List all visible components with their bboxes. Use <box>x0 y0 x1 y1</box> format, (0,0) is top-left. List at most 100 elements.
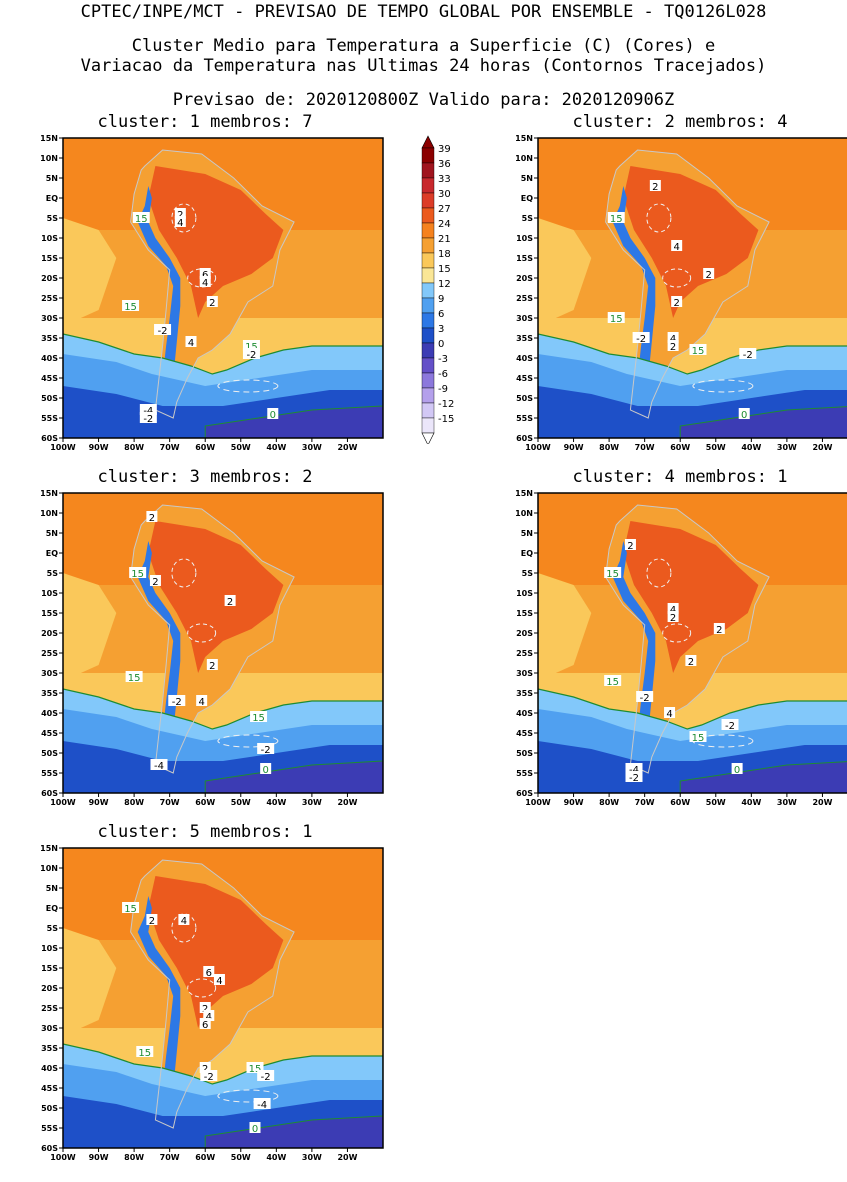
colorbar-label: 0 <box>438 339 444 350</box>
lon-tick-label: 60W <box>670 798 690 807</box>
lon-tick-label: 50W <box>706 798 726 807</box>
contour-label: -2 <box>640 693 650 704</box>
lon-tick-label: 100W <box>525 798 551 807</box>
lat-tick-label: 10S <box>516 589 533 598</box>
subtitle-line-1: Cluster Medio para Temperatura a Superfi… <box>131 36 716 56</box>
contour-label: 2 <box>202 1064 208 1075</box>
contour-label: 15 <box>249 1064 262 1075</box>
lon-tick-label: 40W <box>741 443 761 452</box>
lat-tick-label: 60S <box>41 1144 58 1153</box>
lon-tick-label: 30W <box>302 443 322 452</box>
contour-label: 2 <box>627 541 633 552</box>
contour-label: 15 <box>124 904 137 915</box>
lat-tick-label: 25S <box>41 294 58 303</box>
colorbar-swatch <box>421 252 435 269</box>
contour-label: 4 <box>670 605 676 616</box>
colorbar-label: -3 <box>438 354 448 365</box>
map-panel-1: 15N 10N 5N EQ 5S 10S 15S 20S 25S 30S 35S 40S 45S 50S 5… <box>20 132 405 472</box>
lon-tick-label: 90W <box>89 798 109 807</box>
contour-label: 15 <box>131 569 144 580</box>
lon-tick-label: 20W <box>337 798 357 807</box>
lat-tick-label: 40S <box>41 354 58 363</box>
lat-tick-label: 10S <box>41 234 58 243</box>
contour-label: 15 <box>610 214 623 225</box>
colorbar-swatch <box>421 297 435 314</box>
contour-label: -2 <box>158 326 168 337</box>
colorbar-label: 21 <box>438 234 451 245</box>
lat-tick-label: 5N <box>46 174 58 183</box>
lon-tick-label: 60W <box>195 443 215 452</box>
colorbar-label: 24 <box>438 219 451 230</box>
contour-label: -2 <box>636 334 646 345</box>
contour-label: 2 <box>202 1004 208 1015</box>
colorbar-swatch <box>421 192 435 209</box>
lon-tick-label: 50W <box>231 443 251 452</box>
colorbar-label: 39 <box>438 144 451 155</box>
contour-label: -2 <box>629 773 639 784</box>
colorbar-label: 15 <box>438 264 451 275</box>
lat-tick-label: 40S <box>516 709 533 718</box>
lon-tick-label: 20W <box>337 443 357 452</box>
lon-tick-label: 100W <box>50 443 76 452</box>
lat-tick-label: 15N <box>40 844 58 853</box>
lat-tick-label: 10N <box>40 509 58 518</box>
lat-tick-label: 10N <box>515 154 533 163</box>
contour-label: 0 <box>734 765 740 776</box>
contour-label: -4 <box>154 761 164 772</box>
lat-tick-label: 20S <box>41 274 58 283</box>
contour-label: 4 <box>666 709 672 720</box>
lat-tick-label: 15S <box>516 254 533 263</box>
colorbar-label: 33 <box>438 174 451 185</box>
lon-tick-label: 90W <box>564 798 584 807</box>
lon-tick-label: 30W <box>777 798 797 807</box>
lon-tick-label: 60W <box>195 1153 215 1162</box>
lat-tick-label: 30S <box>41 314 58 323</box>
contour-label: 6 <box>202 270 208 281</box>
map-frame <box>62 492 384 794</box>
lat-tick-label: 50S <box>516 394 533 403</box>
lat-tick-label: 35S <box>516 689 533 698</box>
lat-tick-label: 10S <box>41 944 58 953</box>
lat-tick-label: EQ <box>46 549 58 558</box>
colorbar-swatch <box>421 372 435 389</box>
contour-label: 2 <box>209 661 215 672</box>
lat-tick-label: EQ <box>46 904 58 913</box>
panel-3-title: cluster: 3 membros: 2 <box>97 467 313 487</box>
lat-tick-label: 15S <box>41 254 58 263</box>
contour-label: 2 <box>705 270 711 281</box>
lat-tick-label: 30S <box>41 669 58 678</box>
colorbar-swatch <box>421 222 435 239</box>
map-frame <box>537 492 847 794</box>
lon-tick-label: 50W <box>231 1153 251 1162</box>
lon-tick-label: 70W <box>160 1153 180 1162</box>
lon-tick-label: 90W <box>89 443 109 452</box>
lon-tick-label: 40W <box>266 798 286 807</box>
colorbar-swatch <box>421 207 435 224</box>
contour-label: 4 <box>202 278 208 289</box>
colorbar-label: -9 <box>438 384 448 395</box>
lat-tick-label: 45S <box>516 729 533 738</box>
lat-tick-label: 20S <box>516 274 533 283</box>
colorbar-label: 18 <box>438 249 451 260</box>
lat-tick-label: 10S <box>516 234 533 243</box>
lon-tick-label: 40W <box>266 1153 286 1162</box>
colorbar-swatch <box>421 267 435 284</box>
contour-label: 2 <box>652 182 658 193</box>
lon-tick-label: 100W <box>50 798 76 807</box>
lat-tick-label: 35S <box>41 1044 58 1053</box>
contour-label: 2 <box>670 342 676 353</box>
lat-tick-label: 20S <box>41 629 58 638</box>
lat-tick-label: 15S <box>41 964 58 973</box>
lat-tick-label: 5N <box>46 529 58 538</box>
colorbar-label: 3 <box>438 324 444 335</box>
lat-tick-label: 5S <box>47 569 59 578</box>
colorbar-swatch <box>421 237 435 254</box>
lat-tick-label: 60S <box>516 789 533 798</box>
contour-label: 4 <box>670 334 676 345</box>
lon-tick-label: 90W <box>564 443 584 452</box>
panel-1-title: cluster: 1 membros: 7 <box>97 112 313 132</box>
lat-tick-label: 10S <box>41 589 58 598</box>
contour-label: -2 <box>143 414 153 425</box>
lat-tick-label: 5S <box>522 214 534 223</box>
lon-tick-label: 70W <box>635 798 655 807</box>
